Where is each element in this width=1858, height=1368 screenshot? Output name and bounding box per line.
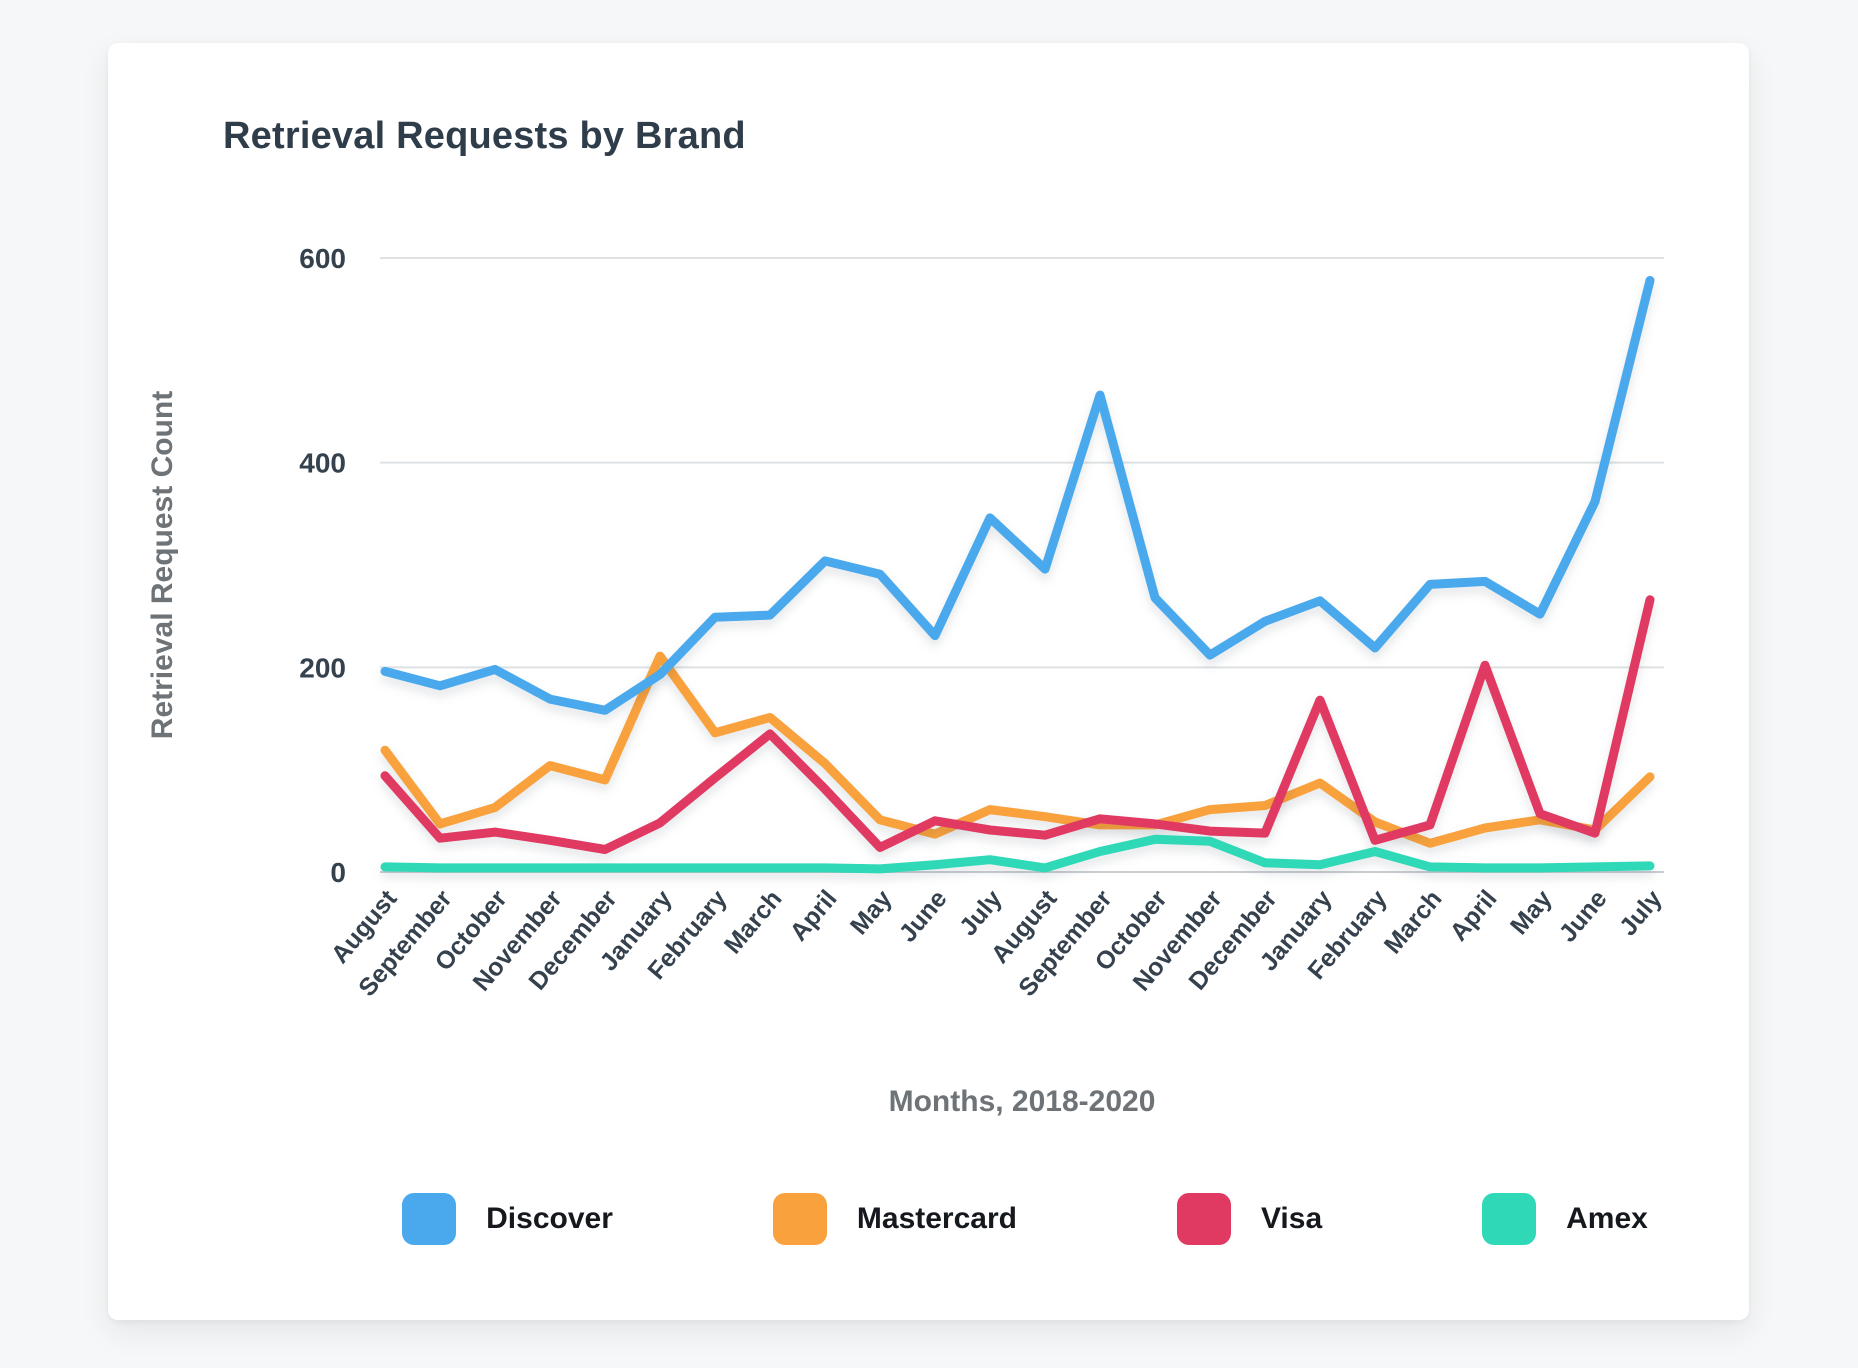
y-tick-label-200: 200 (299, 652, 346, 683)
legend-label-mastercard: Mastercard (856, 1202, 1017, 1235)
chart-legend: Discover Mastercard Visa Amex (390, 1193, 1660, 1245)
line-chart: 0 200 400 600 AugustSeptemberOctoberNovembe… (146, 243, 1668, 1118)
legend-swatch-amex (1482, 1193, 1537, 1245)
legend-item-visa[interactable]: Visa (1176, 1193, 1323, 1245)
legend-item-amex[interactable]: Amex (1482, 1193, 1648, 1245)
legend-item-discover[interactable]: Discover (402, 1193, 613, 1245)
series-line-mastercard (380, 651, 1655, 848)
x-tick-label-21-april: April (1445, 885, 1503, 947)
x-tick-label-9-april: April (785, 885, 843, 947)
chart-title: Retrieval Requests by Brand (223, 115, 746, 157)
y-axis-title: Retrieval Request Count (146, 391, 179, 739)
series-line-visa (380, 595, 1655, 854)
legend-swatch-visa (1176, 1193, 1231, 1245)
legend-swatch-discover (402, 1193, 457, 1245)
x-tick-label-12-july: July (954, 885, 1008, 941)
legend-swatch-mastercard (772, 1193, 827, 1245)
legend-item-mastercard[interactable]: Mastercard (772, 1193, 1017, 1245)
series-line-amex (380, 834, 1655, 874)
y-tick-label-600: 600 (299, 243, 346, 274)
x-tick-label-23-june: June (1554, 885, 1613, 948)
y-tick-label-0: 0 (330, 857, 346, 888)
legend-label-amex: Amex (1566, 1202, 1648, 1235)
x-tick-label-10-may: May (845, 885, 898, 940)
x-tick-label-8-march: March (719, 885, 788, 959)
series-layer (380, 276, 1655, 874)
x-axis-tick-labels: AugustSeptemberOctoberNovemberDecemberJa… (326, 884, 1668, 1001)
x-tick-label-24-july: July (1614, 885, 1668, 941)
legend-label-visa: Visa (1260, 1202, 1323, 1235)
y-tick-label-400: 400 (299, 448, 346, 479)
legend-label-discover: Discover (486, 1202, 613, 1235)
grid-layer: 0 200 400 600 (299, 243, 1664, 888)
chart-card: Retrieval Requests by Brand 0 200 400 600 A… (108, 43, 1749, 1320)
series-line-discover (380, 276, 1655, 715)
x-tick-label-11-june: June (894, 885, 953, 948)
x-tick-label-20-march: March (1379, 885, 1448, 959)
x-axis-title: Months, 2018-2020 (889, 1085, 1156, 1118)
x-tick-label-22-may: May (1505, 885, 1558, 940)
